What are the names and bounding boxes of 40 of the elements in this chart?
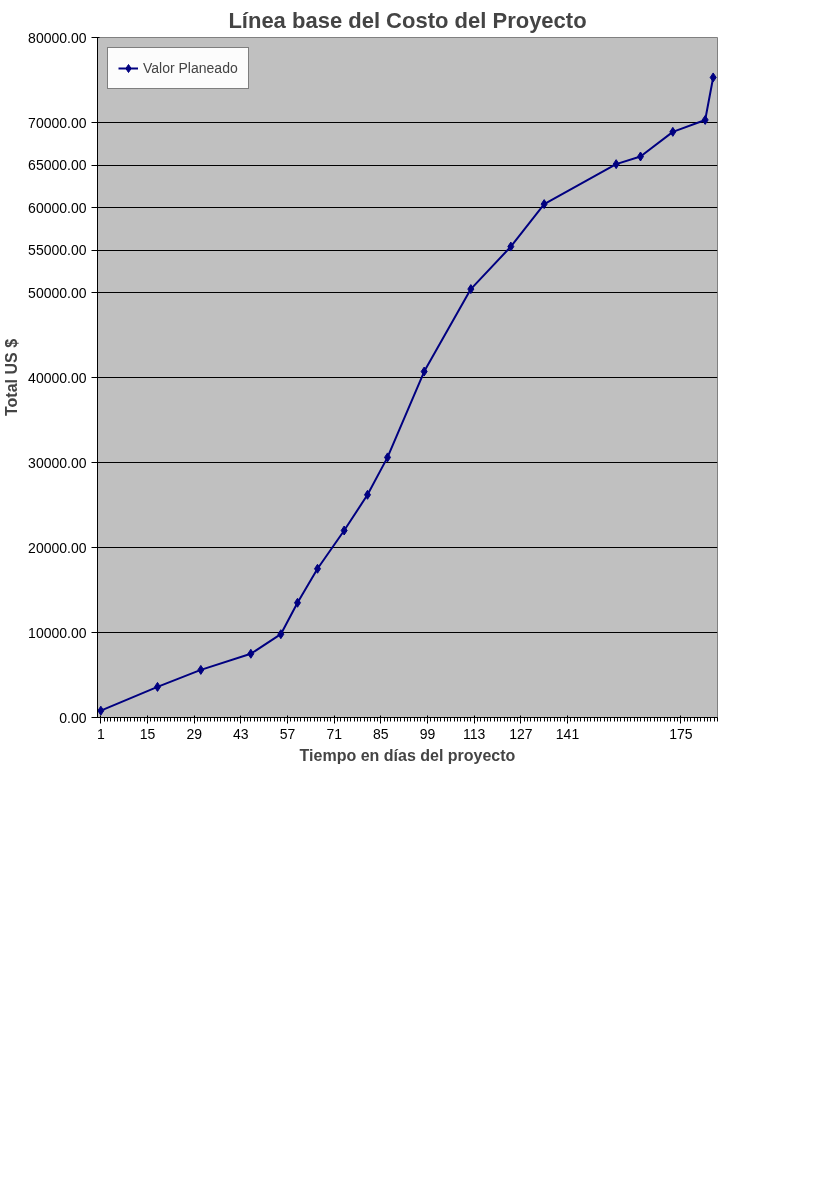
x-tick-label: 57	[279, 725, 296, 742]
point	[247, 648, 255, 659]
x-tick-label: 141	[555, 725, 580, 742]
x-tick-label: 99	[419, 725, 436, 742]
y-tick-label: 60000.00	[28, 199, 87, 216]
point	[701, 114, 709, 125]
point	[277, 629, 285, 640]
chart-title: Línea base del Costo del Proyecto	[228, 7, 587, 33]
point	[709, 72, 717, 83]
y-tick-label: 30000.00	[28, 454, 87, 471]
x-tick-label: 43	[233, 725, 249, 742]
y-tick-label: 50000.00	[28, 284, 87, 301]
point	[507, 241, 515, 252]
point	[420, 366, 428, 377]
y-axis-title: Total US $	[3, 338, 21, 417]
point	[340, 525, 348, 536]
x-tick-label: 127	[509, 725, 533, 742]
point	[97, 705, 105, 716]
x-tick-label: 175	[669, 725, 693, 742]
y-tick-label: 80000.00	[28, 29, 87, 46]
y-tick-label: 70000.00	[28, 114, 87, 131]
y-tick-label: 40000.00	[28, 369, 87, 386]
x-tick-label: 71	[326, 725, 343, 742]
x-tick-label: 29	[186, 725, 203, 742]
point	[612, 159, 620, 170]
y-tick-label: 20000.00	[28, 539, 87, 556]
y-tick-label: 10000.00	[28, 624, 87, 641]
legend-label: Valor Planeado	[143, 60, 238, 76]
y-tick-label: 55000.00	[28, 242, 87, 258]
x-tick-label: 15	[139, 725, 156, 742]
x-tick-label: 113	[463, 725, 486, 742]
x-tick-label: 1	[96, 725, 105, 742]
y-tick-label: 65000.00	[28, 157, 87, 173]
x-axis-title: Tiempo en días del proyecto	[299, 746, 516, 764]
point	[467, 284, 475, 295]
point	[540, 199, 548, 210]
point	[197, 664, 205, 675]
x-tick-label: 85	[373, 725, 389, 742]
y-tick-label: 0.00	[59, 709, 87, 726]
point	[669, 126, 677, 137]
